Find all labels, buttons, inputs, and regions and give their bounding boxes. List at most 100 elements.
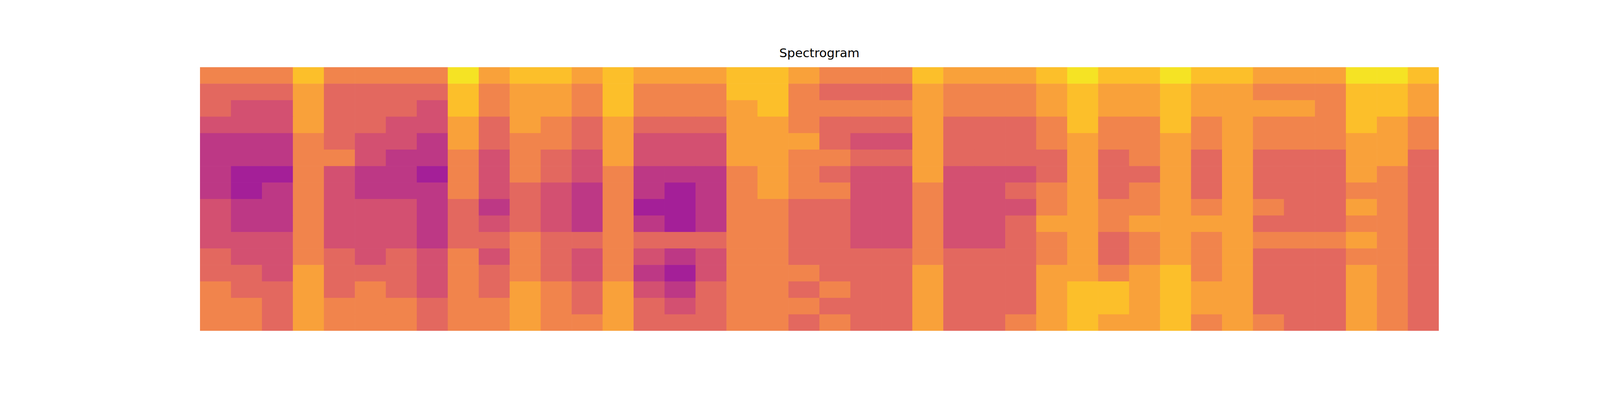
cell: [664, 116, 696, 134]
cell: [416, 248, 448, 266]
cell: [1252, 281, 1284, 298]
cell: [1376, 83, 1408, 101]
cell: [912, 248, 944, 266]
cell: [1067, 232, 1099, 249]
cell: [386, 298, 418, 315]
cell: [1408, 182, 1439, 200]
cell: [633, 232, 665, 249]
cell: [1252, 67, 1284, 84]
cell: [262, 248, 294, 266]
cell: [664, 133, 696, 150]
cell: [1346, 116, 1378, 134]
cell: [386, 133, 418, 150]
cell: [881, 83, 913, 101]
cell: [571, 166, 603, 183]
cell: [1252, 182, 1284, 200]
cell: [262, 264, 294, 282]
cell: [788, 281, 820, 298]
cell: [324, 215, 356, 233]
cell: [912, 166, 944, 183]
cell: [1005, 67, 1037, 84]
cell: [230, 100, 262, 117]
cell: [1160, 182, 1192, 200]
cell: [324, 67, 356, 84]
cell: [354, 215, 386, 233]
cell: [1284, 264, 1316, 282]
cell: [1346, 232, 1378, 249]
cell: [1036, 232, 1068, 249]
cell: [1314, 281, 1346, 298]
cell: [912, 116, 944, 134]
cell: [974, 248, 1006, 266]
cell: [788, 182, 820, 200]
cell: [974, 67, 1006, 84]
cell: [664, 215, 696, 233]
cell: [1346, 298, 1378, 315]
cell: [509, 149, 541, 167]
cell: [540, 166, 572, 183]
cell: [416, 182, 448, 200]
cell: [1376, 67, 1408, 84]
cell: [850, 133, 882, 150]
cell: [881, 199, 913, 216]
cell: [509, 298, 541, 315]
cell: [726, 199, 758, 216]
cell: [912, 67, 944, 84]
cell: [1067, 166, 1099, 183]
cell: [447, 298, 479, 315]
cell: [1314, 83, 1346, 101]
cell: [1160, 232, 1192, 249]
cell: [633, 199, 665, 216]
cell: [881, 215, 913, 233]
cell: [1191, 215, 1223, 233]
cell: [819, 264, 851, 282]
cell: [292, 149, 324, 167]
cell: [1376, 166, 1408, 183]
cell: [447, 248, 479, 266]
cell: [1191, 116, 1223, 134]
cell: [1222, 133, 1254, 150]
cell: [1160, 281, 1192, 298]
cell: [386, 314, 418, 331]
cell: [509, 182, 541, 200]
cell: [230, 149, 262, 167]
cell: [1376, 215, 1408, 233]
cell: [1067, 100, 1099, 117]
cell: [416, 298, 448, 315]
cell: [850, 100, 882, 117]
cell: [262, 149, 294, 167]
cell: [292, 83, 324, 101]
cell: [788, 199, 820, 216]
cell: [633, 133, 665, 150]
cell: [819, 215, 851, 233]
cell: [354, 264, 386, 282]
cell: [664, 314, 696, 331]
cell: [974, 314, 1006, 331]
cell: [974, 83, 1006, 101]
cell: [1408, 133, 1439, 150]
cell: [850, 248, 882, 266]
cell: [819, 149, 851, 167]
cell: [571, 281, 603, 298]
cell: [354, 133, 386, 150]
cell: [386, 199, 418, 216]
cell: [1067, 133, 1099, 150]
cell: [726, 149, 758, 167]
cell: [1284, 100, 1316, 117]
cell: [1098, 182, 1130, 200]
cell: [1284, 133, 1316, 150]
cell: [230, 314, 262, 331]
cell: [262, 182, 294, 200]
cell: [386, 264, 418, 282]
cell: [416, 116, 448, 134]
cell: [819, 182, 851, 200]
cell: [757, 182, 789, 200]
cell: [1376, 298, 1408, 315]
cell: [509, 215, 541, 233]
cell: [633, 149, 665, 167]
cell: [726, 248, 758, 266]
cell: [1160, 83, 1192, 101]
cell: [1252, 215, 1284, 233]
cell: [943, 248, 975, 266]
cell: [292, 116, 324, 134]
